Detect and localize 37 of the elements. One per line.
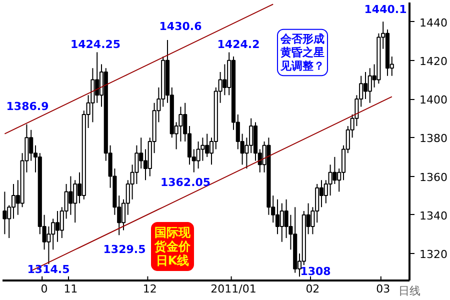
annotation: 1329.5 — [103, 243, 146, 256]
candlestick — [363, 72, 368, 100]
annotation: 国际现货金价日K线 — [154, 226, 192, 268]
y-tick-label: 1400 — [420, 94, 448, 107]
y-tick-label: 1360 — [420, 170, 448, 184]
annotation: 会否形成黄昏之星见调整？ — [280, 32, 324, 73]
y-tick-label: 1320 — [420, 248, 448, 261]
annotation: 1362.05 — [160, 176, 211, 189]
candlestick — [55, 210, 60, 242]
annotation: 1424.25 — [70, 38, 121, 51]
candlestick — [196, 141, 200, 170]
x-tick-label: 11 — [64, 282, 78, 296]
y-tick-label: 1380 — [420, 132, 448, 146]
x-tick-label: 12 — [142, 282, 157, 296]
line-series — [4, 4, 274, 134]
candlestick — [275, 198, 280, 235]
candlestick — [68, 176, 73, 216]
candlestick — [11, 183, 16, 220]
x-axis-title: 日线 — [398, 284, 420, 298]
x-tick-label: 2011/01 — [210, 282, 256, 296]
y-tick-label: 1420 — [420, 54, 448, 68]
candlestick — [2, 191, 7, 235]
candlestick — [332, 156, 337, 184]
annotation: 1440.1 — [364, 3, 407, 16]
annotation: 1424.2 — [217, 38, 260, 51]
x-tick-label: 0 — [40, 282, 48, 296]
candlestick — [319, 180, 324, 208]
annotation: 1314.5 — [27, 263, 70, 276]
annotation: 1386.9 — [6, 100, 49, 113]
annotation: 1430.6 — [159, 20, 202, 33]
x-tick-label: 03 — [376, 282, 390, 296]
y-tick-label: 1340 — [420, 209, 448, 222]
annotation: 1308 — [300, 265, 331, 278]
x-tick-label: 02 — [306, 282, 320, 296]
candlestick — [46, 226, 51, 265]
candlestick — [222, 64, 227, 96]
y-tick-label: 1440 — [420, 16, 448, 30]
